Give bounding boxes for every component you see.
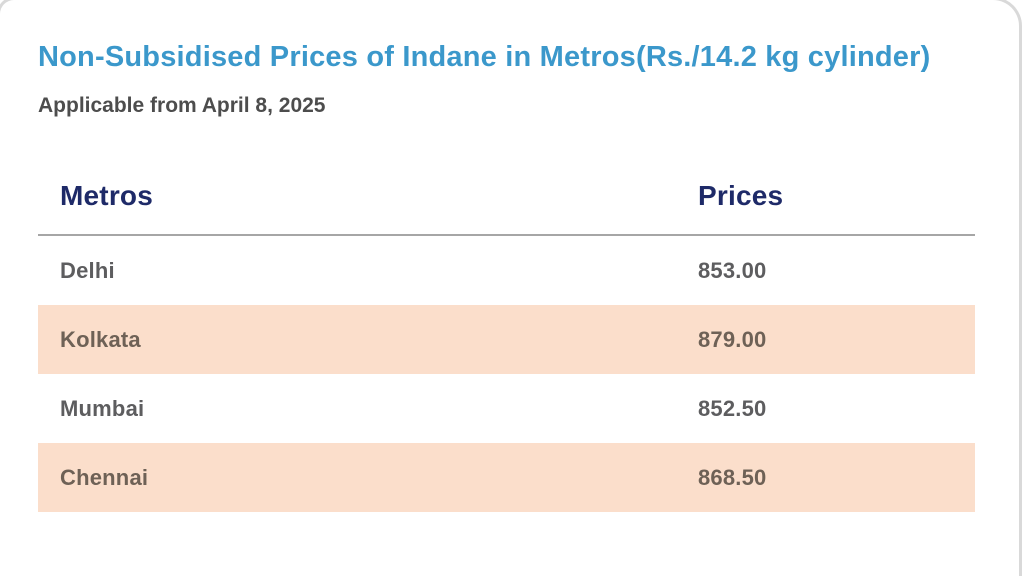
table-row: Kolkata 879.00 xyxy=(38,305,975,374)
table-row: Delhi 853.00 xyxy=(38,236,975,305)
column-header-prices: Prices xyxy=(698,180,784,211)
table-row: Mumbai 852.50 xyxy=(38,374,975,443)
table-row: Chennai 868.50 xyxy=(38,443,975,512)
metro-name: Delhi xyxy=(60,257,115,283)
prices-table: Metros Prices Delhi 853.00 Kolkata 879.0… xyxy=(38,160,975,512)
metro-price: 879.00 xyxy=(698,326,767,352)
table-header: Metros Prices xyxy=(38,160,975,236)
page-title: Non-Subsidised Prices of Indane in Metro… xyxy=(38,41,931,73)
metro-price: 852.50 xyxy=(698,395,767,421)
page-subtitle: Applicable from April 8, 2025 xyxy=(38,94,326,117)
metro-price: 853.00 xyxy=(698,257,767,283)
metro-name: Kolkata xyxy=(60,326,141,352)
metro-name: Chennai xyxy=(60,464,149,490)
metro-name: Mumbai xyxy=(60,395,145,421)
metro-price: 868.50 xyxy=(698,464,767,490)
column-header-metros: Metros xyxy=(60,180,153,211)
